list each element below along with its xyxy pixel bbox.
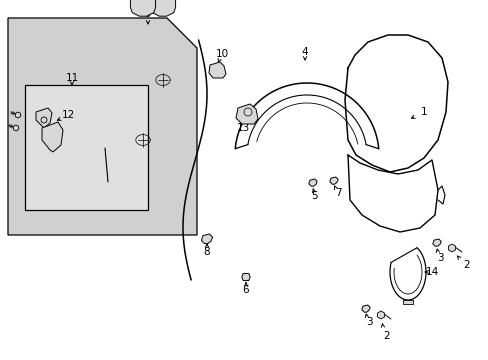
Text: 6: 6 <box>242 285 249 295</box>
Polygon shape <box>130 0 155 16</box>
Text: 3: 3 <box>436 253 443 263</box>
Text: 2: 2 <box>383 331 389 341</box>
Text: 8: 8 <box>203 247 210 257</box>
Text: 3: 3 <box>365 317 371 327</box>
Polygon shape <box>432 239 440 246</box>
Polygon shape <box>208 62 225 78</box>
Polygon shape <box>8 18 197 235</box>
Polygon shape <box>15 112 21 118</box>
Polygon shape <box>150 0 175 16</box>
Bar <box>25 85 148 210</box>
Text: 10: 10 <box>215 49 228 59</box>
Polygon shape <box>361 305 369 312</box>
Text: 13: 13 <box>236 123 249 133</box>
Polygon shape <box>42 122 63 152</box>
Polygon shape <box>377 311 384 319</box>
Polygon shape <box>236 104 258 124</box>
Text: 14: 14 <box>425 267 438 277</box>
Text: 12: 12 <box>61 110 75 120</box>
Text: 11: 11 <box>65 73 79 83</box>
Text: 9: 9 <box>144 9 151 19</box>
Text: 5: 5 <box>311 191 318 201</box>
Polygon shape <box>329 177 338 184</box>
Text: 1: 1 <box>420 107 427 117</box>
Polygon shape <box>36 108 52 128</box>
Text: 2: 2 <box>463 260 469 270</box>
Text: 7: 7 <box>334 188 341 198</box>
Polygon shape <box>308 179 317 186</box>
Polygon shape <box>402 300 412 304</box>
Polygon shape <box>201 234 212 244</box>
Polygon shape <box>241 274 250 280</box>
Polygon shape <box>13 125 19 131</box>
Polygon shape <box>447 244 454 252</box>
Text: 4: 4 <box>301 47 307 57</box>
